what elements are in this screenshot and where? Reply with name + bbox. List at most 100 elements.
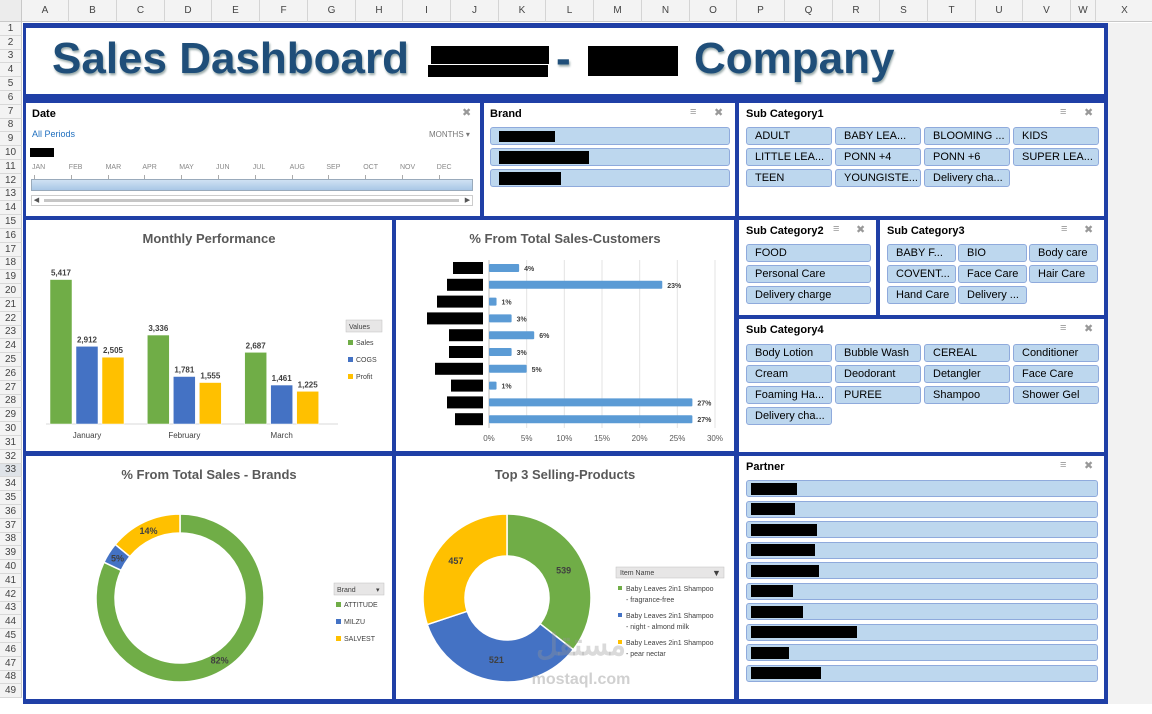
clear-filter-icon[interactable]: ✖ [462,107,472,119]
slicer-item[interactable]: Hand Care [887,286,956,304]
month-label[interactable]: JAN [32,164,46,171]
row-header[interactable]: 4 [0,63,22,78]
row-header[interactable]: 20 [0,284,22,298]
row-header[interactable]: 30 [0,422,22,436]
slicer-item[interactable]: Bubble Wash [835,344,921,362]
month-label[interactable]: APR [142,164,157,171]
row-header[interactable]: 48 [0,670,22,685]
row-header[interactable]: 28 [0,394,22,409]
month-label[interactable]: FEB [68,164,83,171]
row-header[interactable]: 11 [0,160,22,174]
row-header[interactable]: 5 [0,77,22,91]
column-header[interactable]: S [880,0,928,22]
slicer-item[interactable]: FOOD [746,244,871,262]
slicer-item[interactable]: Face Care [1013,365,1099,383]
row-header[interactable]: 22 [0,311,22,326]
row-header[interactable]: 44 [0,615,22,630]
month-label[interactable]: MAR [105,164,122,171]
slicer-item[interactable]: PONN +6 [924,148,1010,166]
column-header[interactable]: W [1071,0,1096,22]
slicer-item[interactable]: SUPER LEA... [1013,148,1099,166]
column-header[interactable]: D [165,0,212,22]
slicer-item[interactable]: Conditioner [1013,344,1099,362]
month-label[interactable]: JUN [216,164,230,171]
clear-filter-icon[interactable]: ✖ [1084,460,1094,472]
top-products-chart[interactable]: Top 3 Selling-Products 539 521 457 Item Nam… [396,456,734,699]
row-header[interactable]: 23 [0,325,22,340]
row-header[interactable]: 2 [0,35,22,50]
row-header[interactable]: 16 [0,229,22,243]
row-header[interactable]: 42 [0,587,22,602]
slicer-item[interactable]: Delivery ... [958,286,1027,304]
row-header[interactable]: 38 [0,532,22,547]
slicer-item[interactable]: Deodorant [835,365,921,383]
row-header[interactable]: 40 [0,560,22,574]
column-header[interactable]: B [69,0,117,22]
row-header[interactable]: 36 [0,505,22,519]
column-header[interactable]: R [833,0,880,22]
clear-filter-icon[interactable]: ✖ [1084,323,1094,335]
clear-filter-icon[interactable]: ✖ [856,224,866,236]
customers-share-chart[interactable]: % From Total Sales-Customers 0% 5% 10% 15% 2… [396,220,734,451]
timeline-scrollbar[interactable]: ◀ ▶ [31,195,473,206]
column-header[interactable]: N [642,0,690,22]
row-header[interactable]: 13 [0,187,22,202]
column-header[interactable]: C [117,0,165,22]
row-header[interactable]: 31 [0,436,22,450]
slicer-item[interactable]: PONN +4 [835,148,921,166]
slicer-item[interactable]: BABY LEA... [835,127,921,145]
partner-item[interactable] [746,582,1098,600]
slicer-item[interactable]: Detangler [924,365,1010,383]
slicer-item[interactable]: Shower Gel [1013,386,1099,404]
slicer-item[interactable]: BIO [958,244,1027,262]
slicer-item[interactable]: Delivery cha... [746,407,832,425]
row-header[interactable]: 15 [0,215,22,229]
month-label[interactable]: OCT [363,164,378,171]
row-header[interactable]: 33 [0,463,22,478]
row-header[interactable]: 14 [0,201,22,216]
multi-select-icon[interactable]: ≡ [1061,223,1068,235]
slicer-item[interactable]: KIDS [1013,127,1099,145]
row-header[interactable]: 7 [0,104,22,119]
column-header[interactable]: H [356,0,403,22]
scroll-thumb[interactable] [44,199,459,202]
partner-item[interactable] [746,500,1098,518]
column-header[interactable]: J [451,0,499,22]
scroll-right-icon[interactable]: ▶ [464,197,471,204]
slicer-item[interactable]: Face Care [958,265,1027,283]
slicer-item[interactable]: Cream [746,365,832,383]
slicer-item[interactable]: COVENT... [887,265,956,283]
row-header[interactable]: 9 [0,132,22,147]
partner-item[interactable] [746,480,1098,497]
month-label[interactable]: JUL [252,164,266,171]
slicer-item[interactable]: BABY F... [887,244,956,262]
timeline-selection-bar[interactable] [31,179,473,191]
column-header[interactable]: E [212,0,260,22]
multi-select-icon[interactable]: ≡ [1060,322,1067,334]
row-header[interactable]: 19 [0,270,22,285]
column-header[interactable]: V [1023,0,1071,22]
month-label[interactable]: NOV [400,164,416,171]
row-header[interactable]: 34 [0,477,22,492]
slicer-item[interactable]: Personal Care [746,265,871,283]
scroll-left-icon[interactable]: ◀ [33,197,40,204]
column-header[interactable]: L [546,0,594,22]
row-header[interactable]: 17 [0,242,22,257]
unused-cells-area[interactable] [1108,23,1152,704]
column-header[interactable]: I [403,0,451,22]
row-header[interactable]: 1 [0,22,22,36]
row-header[interactable]: 49 [0,684,22,699]
slicer-item[interactable]: BLOOMING ... [924,127,1010,145]
slicer-item[interactable]: PUREE [835,386,921,404]
clear-filter-icon[interactable]: ✖ [1084,224,1094,236]
row-header[interactable]: 24 [0,339,22,354]
brands-share-chart[interactable]: % From Total Sales - Brands 82% 5% 14% Bran… [26,456,392,699]
partner-item[interactable] [746,562,1098,579]
month-label[interactable]: MAY [179,164,194,171]
brand-item[interactable] [490,169,730,187]
column-header[interactable]: A [22,0,69,22]
row-header[interactable]: 45 [0,629,22,643]
column-header[interactable]: X [1096,0,1152,22]
slicer-item[interactable]: Delivery charge [746,286,871,304]
row-header[interactable]: 26 [0,367,22,381]
